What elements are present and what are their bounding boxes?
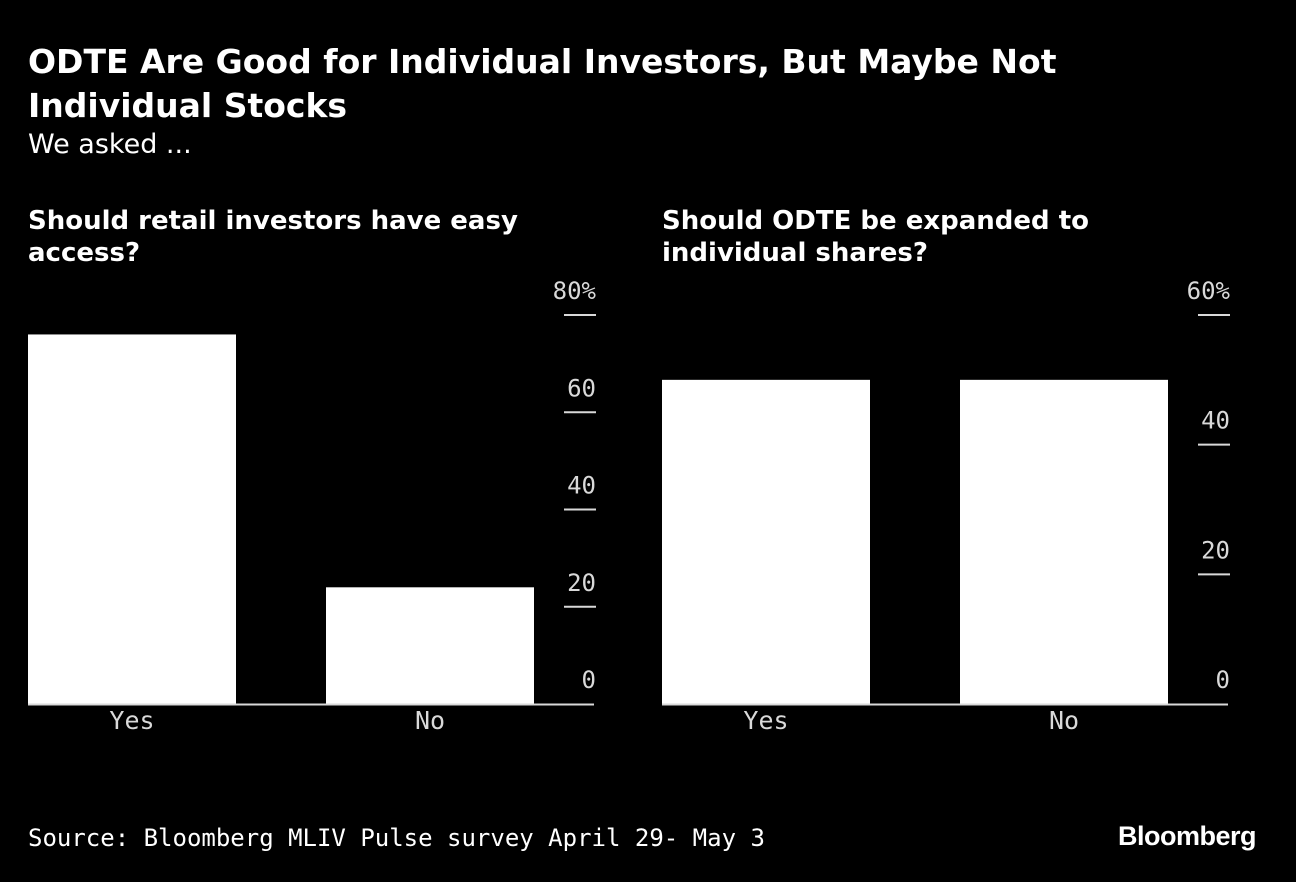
bar-yes (662, 379, 870, 704)
chart-1-title: Should retail investors have easy access… (28, 206, 518, 268)
page-title: ODTE Are Good for Individual Investors, … (28, 42, 1057, 125)
y-tick-label: 40 (1201, 407, 1230, 435)
y-tick-label: 0 (1216, 666, 1230, 694)
y-tick-label: 60% (1187, 277, 1231, 305)
page-subtitle: We asked ... (28, 129, 192, 160)
x-category-label: No (415, 706, 445, 735)
y-tick-label: 80% (553, 277, 597, 305)
chart-2-title: Should ODTE be expanded to individual sh… (662, 206, 1089, 268)
y-tick-label: 40 (567, 472, 596, 500)
chart-expand-individual-shares: 0 20 40 60% Yes No (662, 277, 1231, 735)
source-note: Source: Bloomberg MLIV Pulse survey Apri… (28, 824, 765, 852)
y-tick-label: 0 (582, 666, 596, 694)
bar-no (326, 587, 534, 704)
chart-retail-access: 0 20 40 60 80% Yes No (28, 277, 597, 735)
y-tick-label: 20 (567, 569, 596, 597)
x-category-label: Yes (743, 706, 788, 735)
y-tick-label: 60 (567, 374, 596, 402)
bar-yes (28, 334, 236, 704)
bloomberg-logo: Bloomberg (1117, 821, 1257, 851)
y-tick-label: 20 (1201, 536, 1230, 564)
x-category-label: No (1049, 706, 1079, 735)
x-category-label: Yes (109, 706, 154, 735)
bar-no (960, 379, 1168, 704)
